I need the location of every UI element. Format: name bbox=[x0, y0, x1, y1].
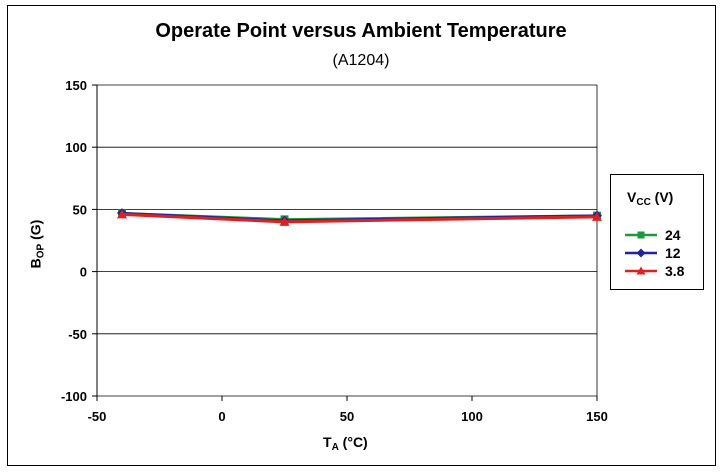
legend-item-3.8: 3.8 bbox=[623, 263, 703, 279]
legend-label-3.8: 3.8 bbox=[665, 263, 685, 279]
x-tick-label-50: 50 bbox=[340, 409, 354, 424]
legend-marker-12 bbox=[636, 248, 646, 258]
data-point-3.8-1 bbox=[279, 216, 290, 226]
y-tick-label-150: 150 bbox=[65, 78, 87, 93]
legend-label-12: 12 bbox=[665, 245, 681, 261]
y-tick-label--100: -100 bbox=[61, 389, 87, 404]
chart-frame bbox=[7, 5, 716, 466]
legend-swatch-3.8 bbox=[625, 266, 657, 275]
x-axis-label-unit: (°C) bbox=[338, 434, 368, 450]
x-tick-label-100: 100 bbox=[461, 409, 483, 424]
legend-title-main: V bbox=[627, 189, 637, 205]
x-axis-label-main: T bbox=[323, 434, 332, 450]
y-tick-label--50: -50 bbox=[68, 327, 87, 342]
legend-label-24: 24 bbox=[665, 227, 681, 243]
legend-item-24: 24 bbox=[623, 227, 703, 243]
x-tick-label--50: -50 bbox=[88, 409, 107, 424]
x-tick-label-150: 150 bbox=[586, 409, 608, 424]
legend-item-12: 12 bbox=[623, 245, 703, 261]
chart-title: Operate Point versus Ambient Temperature bbox=[155, 20, 567, 42]
data-point-3.8-0 bbox=[117, 209, 127, 219]
legend-title: VCC (V) bbox=[627, 189, 673, 208]
y-axis-label-sub: OP bbox=[35, 243, 47, 259]
x-tick-label-0: 0 bbox=[218, 409, 225, 424]
y-axis-label-main: B bbox=[27, 258, 44, 269]
y-tick-label-50: 50 bbox=[73, 202, 87, 217]
legend-title-sub: CC bbox=[636, 197, 651, 208]
data-point-3.8-2 bbox=[592, 211, 602, 221]
legend-swatch-24 bbox=[625, 231, 657, 239]
y-tick-label-100: 100 bbox=[65, 140, 87, 155]
y-axis-label-unit: (G) bbox=[27, 219, 44, 244]
y-axis-label: BOP (G) bbox=[28, 220, 47, 269]
legend-title-unit: (V) bbox=[650, 189, 674, 205]
legend-marker-3.8 bbox=[636, 266, 646, 275]
x-axis-label: TA (°C) bbox=[323, 434, 368, 453]
legend-swatch-12 bbox=[625, 248, 657, 258]
y-tick-label-0: 0 bbox=[80, 265, 87, 280]
x-axis-label-sub: A bbox=[331, 442, 339, 453]
legend-marker-24 bbox=[637, 231, 645, 239]
legend: VCC (V) 24 12 3.8 bbox=[610, 174, 704, 290]
chart-subtitle: (A1204) bbox=[332, 52, 390, 69]
